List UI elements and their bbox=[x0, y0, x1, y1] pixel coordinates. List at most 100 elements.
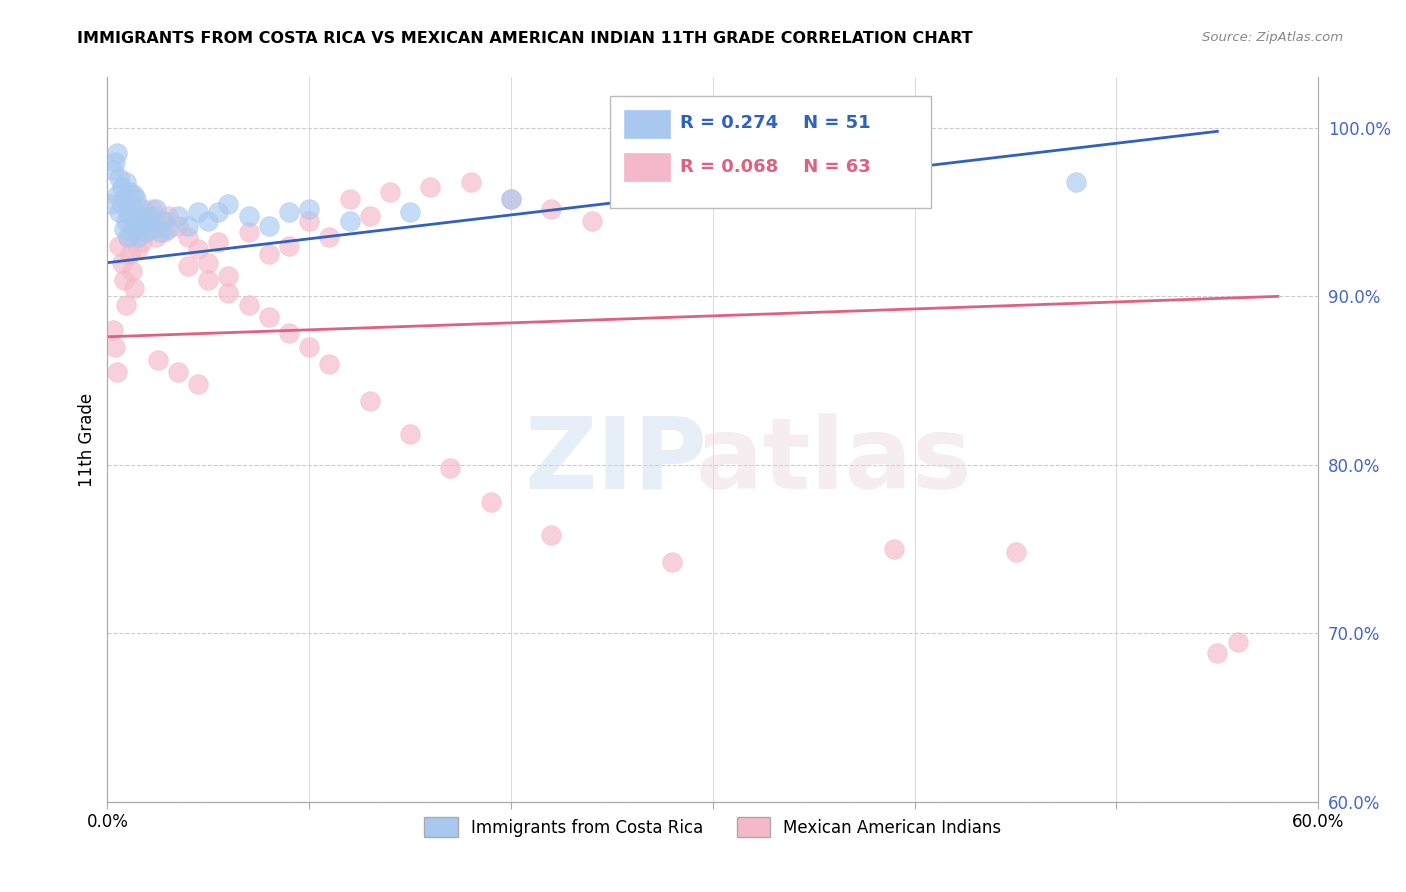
Point bbox=[114, 175, 136, 189]
Point bbox=[117, 230, 139, 244]
Point bbox=[359, 393, 381, 408]
Point bbox=[540, 202, 562, 216]
Point bbox=[141, 202, 163, 216]
Point bbox=[177, 230, 200, 244]
Point bbox=[153, 213, 176, 227]
Point bbox=[207, 235, 229, 250]
Point bbox=[136, 213, 159, 227]
Point bbox=[460, 175, 482, 189]
Point bbox=[167, 209, 190, 223]
Point bbox=[122, 188, 145, 202]
Point bbox=[132, 211, 155, 226]
Point bbox=[278, 205, 301, 219]
Point bbox=[145, 230, 167, 244]
Point bbox=[278, 326, 301, 341]
Point bbox=[117, 230, 139, 244]
Point bbox=[107, 188, 129, 202]
Point bbox=[399, 427, 422, 442]
Point bbox=[540, 528, 562, 542]
Point bbox=[108, 171, 131, 186]
Point bbox=[197, 272, 219, 286]
Point bbox=[197, 255, 219, 269]
Bar bbox=[624, 110, 671, 137]
Point bbox=[197, 213, 219, 227]
Point bbox=[127, 242, 149, 256]
Point bbox=[661, 556, 683, 570]
Point bbox=[100, 196, 122, 211]
Point bbox=[217, 269, 239, 284]
Point bbox=[207, 205, 229, 219]
Point bbox=[122, 281, 145, 295]
Point bbox=[128, 219, 150, 233]
Point bbox=[149, 213, 172, 227]
Point bbox=[499, 192, 522, 206]
Point bbox=[187, 242, 209, 256]
Point bbox=[153, 226, 176, 240]
Point bbox=[479, 495, 502, 509]
Point bbox=[1206, 646, 1229, 660]
Point bbox=[149, 226, 172, 240]
Point bbox=[257, 247, 280, 261]
Point bbox=[127, 230, 149, 244]
Point bbox=[132, 209, 155, 223]
Point bbox=[114, 298, 136, 312]
Point bbox=[339, 213, 361, 227]
Point bbox=[112, 222, 135, 236]
Point bbox=[118, 209, 141, 223]
Point bbox=[136, 213, 159, 227]
Point bbox=[257, 310, 280, 324]
Text: atlas: atlas bbox=[696, 413, 972, 509]
Point bbox=[135, 226, 157, 240]
Point bbox=[124, 192, 146, 206]
Point bbox=[122, 219, 145, 233]
Point bbox=[103, 323, 125, 337]
Point bbox=[131, 202, 153, 216]
Text: R = 0.274    N = 51: R = 0.274 N = 51 bbox=[681, 114, 870, 132]
Point bbox=[131, 235, 153, 250]
Point bbox=[112, 272, 135, 286]
Point bbox=[110, 196, 132, 211]
Point bbox=[238, 209, 260, 223]
Point bbox=[145, 202, 167, 216]
Point bbox=[217, 285, 239, 300]
Text: R = 0.068    N = 63: R = 0.068 N = 63 bbox=[681, 158, 870, 176]
Point bbox=[108, 205, 131, 219]
Point bbox=[146, 353, 169, 368]
Point bbox=[419, 180, 441, 194]
Point bbox=[238, 226, 260, 240]
Point bbox=[108, 239, 131, 253]
Point bbox=[238, 298, 260, 312]
Point bbox=[127, 209, 149, 223]
Point bbox=[581, 213, 603, 227]
Point bbox=[121, 226, 143, 240]
Point bbox=[103, 163, 125, 178]
Point bbox=[114, 213, 136, 227]
Point bbox=[339, 192, 361, 206]
Point bbox=[107, 365, 129, 379]
Point bbox=[217, 196, 239, 211]
Point bbox=[863, 180, 886, 194]
Point bbox=[318, 357, 340, 371]
Legend: Immigrants from Costa Rica, Mexican American Indians: Immigrants from Costa Rica, Mexican Amer… bbox=[418, 810, 1008, 844]
Point bbox=[278, 239, 301, 253]
Point bbox=[124, 226, 146, 240]
Point bbox=[121, 196, 143, 211]
Point bbox=[1004, 545, 1026, 559]
Point bbox=[1064, 175, 1087, 189]
Point bbox=[139, 222, 162, 236]
Text: IMMIGRANTS FROM COSTA RICA VS MEXICAN AMERICAN INDIAN 11TH GRADE CORRELATION CHA: IMMIGRANTS FROM COSTA RICA VS MEXICAN AM… bbox=[77, 31, 973, 46]
Point bbox=[177, 259, 200, 273]
Point bbox=[107, 146, 129, 161]
Point bbox=[399, 205, 422, 219]
Point bbox=[128, 219, 150, 233]
Point bbox=[156, 222, 179, 236]
Point bbox=[439, 461, 461, 475]
Point bbox=[110, 255, 132, 269]
Point bbox=[298, 202, 321, 216]
Point bbox=[110, 180, 132, 194]
Point bbox=[118, 185, 141, 199]
Point bbox=[104, 154, 127, 169]
Point bbox=[177, 219, 200, 233]
Point bbox=[499, 192, 522, 206]
Point bbox=[661, 188, 683, 202]
